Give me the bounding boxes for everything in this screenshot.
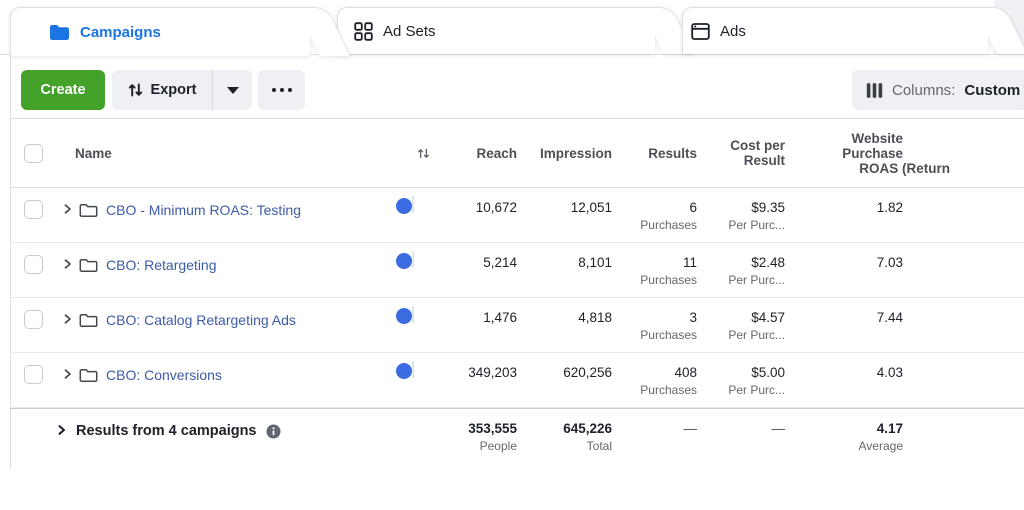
export-group-divider xyxy=(212,70,213,110)
roas-value: 4.03 xyxy=(876,365,903,380)
summary-roas: 4.17 Average xyxy=(858,421,903,453)
campaign-name-link[interactable]: CBO: Catalog Retargeting Ads xyxy=(106,312,296,328)
info-icon[interactable] xyxy=(266,424,281,439)
tabstrip-divider xyxy=(0,54,1024,55)
summary-impressions: 645,226 Total xyxy=(563,421,612,453)
expand-chevron-icon[interactable] xyxy=(62,368,73,380)
column-header-roas[interactable]: Website Purchase ROAS (Return xyxy=(842,130,950,176)
window-icon xyxy=(691,22,710,40)
reach-value: 1,476 xyxy=(483,310,517,325)
folder-outline-icon xyxy=(79,313,98,328)
toggle-knob xyxy=(396,253,412,269)
results-value: 6 Purchases xyxy=(640,200,697,232)
folder-outline-icon xyxy=(79,203,98,218)
column-header-reach[interactable]: Reach xyxy=(476,145,517,161)
columns-button[interactable]: Columns: Custom xyxy=(852,70,1024,110)
roas-value: 7.03 xyxy=(876,255,903,270)
cost-per-result-value: $5.00 Per Purc... xyxy=(728,365,785,397)
create-button-label: Create xyxy=(40,82,86,98)
roas-value: 7.44 xyxy=(876,310,903,325)
columns-value-label: Custom xyxy=(964,81,1021,99)
summary-label: Results from 4 campaigns xyxy=(76,423,257,439)
tab-ads[interactable]: Ads xyxy=(682,7,988,54)
status-toggle[interactable] xyxy=(396,196,414,214)
folder-outline-icon xyxy=(79,368,98,383)
toggle-knob xyxy=(396,308,412,324)
export-button-label: Export xyxy=(150,82,197,98)
expand-chevron-icon[interactable] xyxy=(62,313,73,325)
row-checkbox[interactable] xyxy=(24,200,43,219)
select-all-checkbox[interactable] xyxy=(24,143,43,163)
export-button[interactable]: Export xyxy=(112,70,212,110)
roas-value: 1.82 xyxy=(876,200,903,215)
table-row: CBO - Minimum ROAS: Testing 10,672 12,05… xyxy=(10,188,1024,243)
campaign-name-link[interactable]: CBO - Minimum ROAS: Testing xyxy=(106,202,302,218)
toggle-knob xyxy=(396,198,412,214)
campaign-name-link[interactable]: CBO: Conversions xyxy=(106,367,222,383)
sort-icon[interactable] xyxy=(392,147,454,160)
column-header-name[interactable]: Name xyxy=(75,145,112,161)
cost-per-result-value: $9.35 Per Purc... xyxy=(728,200,785,232)
table-header-row: Name Reach Impression Results Cost per R… xyxy=(10,118,1024,188)
create-button[interactable]: Create xyxy=(21,70,105,110)
tab-ads-label: Ads xyxy=(720,22,746,40)
tab-campaigns[interactable]: Campaigns xyxy=(10,7,310,56)
columns-icon xyxy=(866,82,883,98)
columns-prefix-label: Columns: xyxy=(892,81,956,99)
panel-left-border xyxy=(10,55,11,469)
reach-value: 10,672 xyxy=(475,200,517,215)
row-checkbox[interactable] xyxy=(24,310,43,329)
impressions-value: 4,818 xyxy=(578,310,612,325)
export-arrows-icon xyxy=(128,83,142,97)
results-value: 3 Purchases xyxy=(640,310,697,342)
tab-ad-sets-label: Ad Sets xyxy=(383,22,436,40)
reach-value: 349,203 xyxy=(468,365,517,380)
summary-expand-chevron-icon[interactable] xyxy=(56,424,67,436)
summary-reach: 353,555 People xyxy=(468,421,517,453)
tab-ad-sets[interactable]: Ad Sets xyxy=(337,7,655,54)
more-options-button[interactable] xyxy=(258,70,305,110)
cost-per-result-value: $2.48 Per Purc... xyxy=(728,255,785,287)
results-value: 11 Purchases xyxy=(640,255,697,287)
chevron-down-icon xyxy=(226,86,239,94)
campaigns-table: Name Reach Impression Results Cost per R… xyxy=(10,118,1024,470)
tab-campaigns-label: Campaigns xyxy=(80,23,161,41)
summary-row: Results from 4 campaigns 353,555 People 6… xyxy=(10,408,1024,470)
summary-cost: — xyxy=(771,421,786,436)
grid-icon xyxy=(354,21,373,41)
expand-chevron-icon[interactable] xyxy=(62,203,73,215)
row-checkbox[interactable] xyxy=(24,365,43,384)
status-toggle[interactable] xyxy=(396,251,414,269)
tab-ad-sets-inner: Ad Sets xyxy=(354,21,436,41)
tab-campaigns-inner: Campaigns xyxy=(49,24,161,41)
results-value: 408 Purchases xyxy=(640,365,697,397)
column-header-results[interactable]: Results xyxy=(648,145,697,161)
impressions-value: 8,101 xyxy=(578,255,612,270)
row-checkbox[interactable] xyxy=(24,255,43,274)
toggle-knob xyxy=(396,363,412,379)
export-dropdown-button[interactable] xyxy=(213,70,252,110)
table-row: CBO: Conversions 349,203 620,256 408 Purc… xyxy=(10,353,1024,408)
impressions-value: 12,051 xyxy=(570,200,612,215)
summary-results: — xyxy=(683,421,698,436)
status-toggle[interactable] xyxy=(396,306,414,324)
ellipsis-icon xyxy=(271,88,276,92)
status-toggle[interactable] xyxy=(396,361,414,379)
expand-chevron-icon[interactable] xyxy=(62,258,73,270)
reach-value: 5,214 xyxy=(483,255,517,270)
export-button-group: Export xyxy=(112,70,252,110)
table-row: CBO: Catalog Retargeting Ads 1,476 4,818… xyxy=(10,298,1024,353)
campaign-name-link[interactable]: CBO: Retargeting xyxy=(106,257,217,273)
folder-icon xyxy=(50,24,69,40)
column-header-impressions[interactable]: Impression xyxy=(539,145,612,161)
tab-ads-inner: Ads xyxy=(691,22,746,41)
cost-per-result-value: $4.57 Per Purc... xyxy=(728,310,785,342)
impressions-value: 620,256 xyxy=(563,365,612,380)
column-header-cost-per-result[interactable]: Cost per Result xyxy=(730,138,785,168)
table-row: CBO: Retargeting 5,214 8,101 11 Purchases… xyxy=(10,243,1024,298)
folder-outline-icon xyxy=(79,258,98,273)
